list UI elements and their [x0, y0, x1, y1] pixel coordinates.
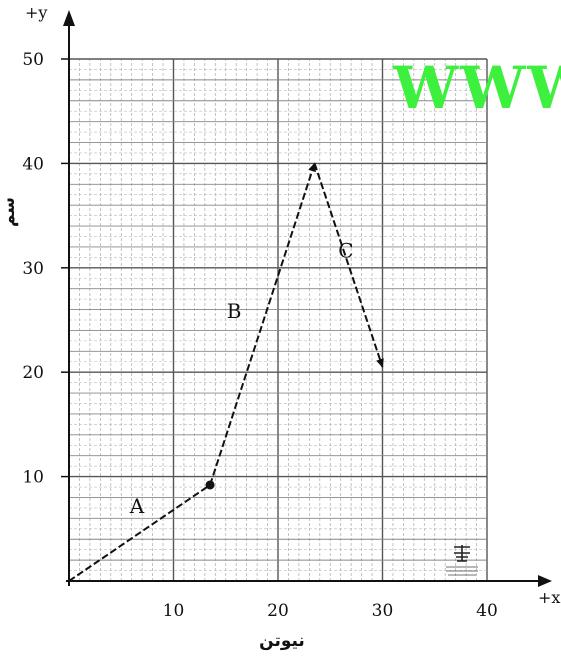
- x-tick-label: 20: [267, 601, 289, 621]
- x-axis-arrow-icon: [538, 575, 552, 587]
- x-tick-label: 30: [372, 601, 394, 621]
- x-axis-tip: +x: [538, 588, 560, 607]
- x-tick-label: 40: [476, 601, 498, 621]
- tick-labels: 10 20 30 40 10 20 30 40 50: [22, 50, 497, 621]
- seal-stamp-icon: [446, 545, 478, 576]
- y-axis-tip: +y: [25, 3, 47, 22]
- grid: [69, 58, 488, 581]
- segment-line: [313, 163, 384, 368]
- y-axis-title: سم: [0, 197, 19, 227]
- y-tick-label: 40: [22, 154, 44, 174]
- y-axis-arrow-icon: [63, 10, 75, 26]
- watermark: WWW: [392, 54, 561, 122]
- y-tick-label: 20: [22, 363, 44, 383]
- data-series: [68, 162, 384, 582]
- y-tick-label: 30: [22, 259, 44, 279]
- y-tick-label: 10: [22, 468, 44, 488]
- segment-line: [209, 162, 316, 486]
- y-tick-label: 50: [22, 50, 44, 70]
- segment-line: [68, 484, 211, 582]
- x-tick-label: 10: [163, 601, 185, 621]
- x-axis-title: نيوتن: [259, 631, 305, 651]
- segment-label: C: [338, 238, 353, 262]
- segment-label: B: [227, 299, 242, 323]
- segment-labels: A B C: [129, 238, 354, 518]
- segment-label: A: [129, 494, 145, 518]
- data-point: [205, 480, 215, 490]
